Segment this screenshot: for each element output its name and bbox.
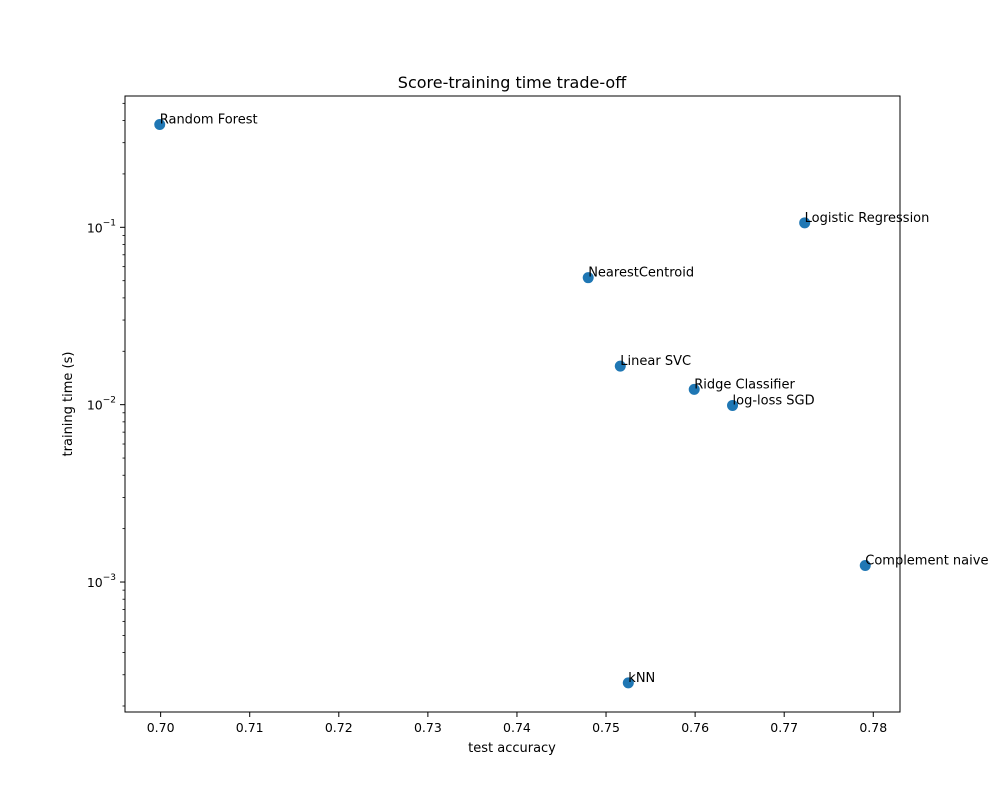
y-tick-label: 10−1 [87,218,116,235]
y-tick-base: 10 [87,398,103,413]
y-tick-base: 10 [87,575,103,590]
data-point-label: NearestCentroid [588,266,694,281]
data-point-label: Random Forest [160,112,258,127]
data-point-label: kNN [628,671,655,686]
data-point-label: Linear SVC [620,354,691,369]
y-tick-label: 10−2 [87,396,116,413]
x-tick-label: 0.73 [414,720,442,735]
data-point-label: log-loss SGD [733,393,815,408]
data-point [688,383,700,395]
y-axis-minor-ticks [122,102,125,707]
data-point [614,360,626,372]
data-point [622,677,634,689]
x-axis-ticks: 0.70 0.71 0.72 0.73 0.74 0.75 0.76 0.77 0.78 [147,712,887,735]
y-tick-exponent: −1 [103,218,116,228]
y-tick-base: 10 [87,220,103,235]
chart-title: Score-training time trade-off [398,73,627,92]
data-point-label: Ridge Classifier [694,377,795,392]
data-point-label: Complement naive [865,553,988,568]
y-tick-label: 10−3 [87,573,116,590]
plot-frame [124,95,901,713]
data-point [154,118,166,130]
x-tick-label: 0.77 [770,720,798,735]
x-tick-label: 0.74 [503,720,531,735]
y-axis-ticks: 10−310−210−1 [87,218,125,590]
data-point [727,399,739,411]
x-tick-label: 0.70 [147,720,175,735]
data-point [799,217,811,229]
x-tick-label: 0.75 [592,720,620,735]
y-axis-label: training time (s) [61,352,76,457]
data-point [859,559,871,571]
x-tick-label: 0.78 [859,720,887,735]
x-tick-label: 0.76 [681,720,709,735]
x-axis-label: test accuracy [468,741,556,756]
data-points: Random Forest Logistic Regression NearestC… [154,112,988,689]
x-tick-label: 0.72 [325,720,353,735]
x-tick-label: 0.71 [236,720,264,735]
data-point-label: Logistic Regression [805,211,930,226]
data-point [582,272,594,284]
y-tick-exponent: −2 [103,396,116,406]
y-tick-exponent: −3 [103,573,116,583]
